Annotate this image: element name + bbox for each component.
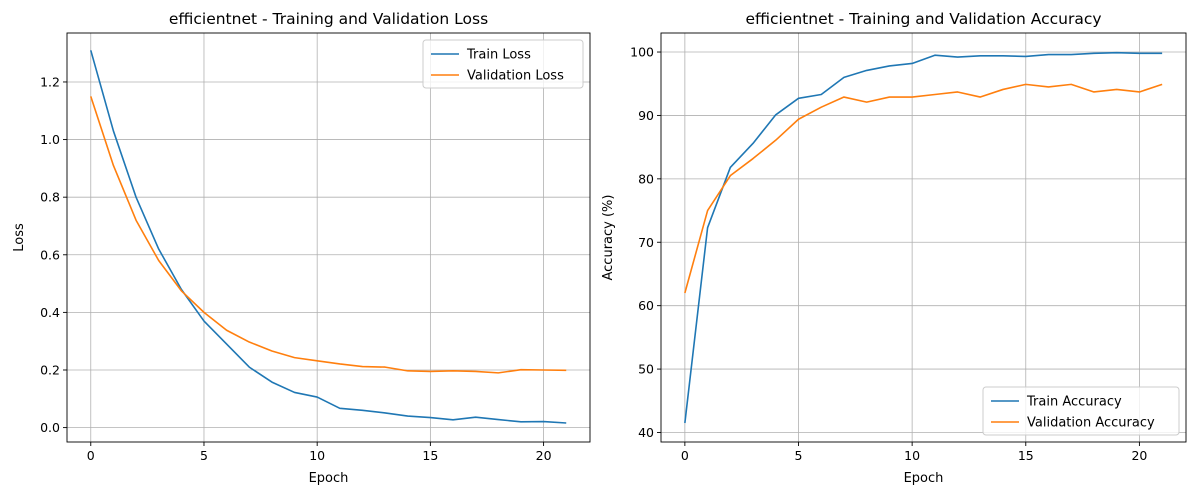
x-tick-label: 5 [795, 448, 803, 463]
plot-frame [66, 32, 591, 443]
legend-label: Validation Accuracy [1027, 416, 1155, 431]
series-line-train-loss [89, 50, 567, 424]
chart-title: efficientnet - Training and Validation L… [169, 10, 488, 28]
x-tick-label: 20 [536, 448, 552, 463]
y-tick-label: 60 [638, 298, 654, 313]
x-tick-label: 5 [200, 448, 208, 463]
chart-title: efficientnet - Training and Validation A… [745, 10, 1101, 28]
y-tick-label: 50 [638, 362, 654, 377]
x-axis-label: Epoch [904, 471, 944, 486]
loss-chart: 0 5 10 15 20 0.0 0.2 0.4 0.6 0.8 1.0 1.2 efficientne… [12, 10, 591, 486]
y-tick-label: 0.2 [40, 362, 60, 377]
x-tick-label: 10 [904, 448, 920, 463]
y-tick-label: 1.0 [40, 132, 60, 147]
y-tick-label: 0.4 [40, 305, 60, 320]
series-line-validation-loss [90, 96, 567, 374]
y-tick-label: 1.2 [40, 74, 60, 89]
series-line-train-accuracy [684, 51, 1163, 424]
x-tick-label: 20 [1131, 448, 1147, 463]
y-tick-label: 100 [630, 45, 654, 60]
legend-label: Validation Loss [467, 69, 564, 84]
legend-label: Train Loss [466, 48, 531, 63]
legend-box [422, 39, 584, 89]
y-tick-label: 80 [638, 171, 654, 186]
x-tick-label: 15 [1018, 448, 1034, 463]
y-axis-label: Loss [12, 223, 27, 252]
plot-frame [660, 32, 1187, 443]
x-axis-label: Epoch [309, 471, 349, 486]
y-tick-label: 40 [638, 425, 654, 440]
y-tick-label: 90 [638, 108, 654, 123]
y-tick-label: 0.6 [40, 247, 60, 262]
x-tick-label: 10 [309, 448, 325, 463]
y-tick-label: 70 [638, 235, 654, 250]
y-axis-label: Accuracy (%) [601, 195, 616, 281]
legend-box [982, 386, 1180, 436]
x-tick-label: 0 [87, 448, 95, 463]
legend: Train Accuracy Validation Accuracy [982, 386, 1180, 436]
y-tick-label: 0.0 [40, 420, 60, 435]
x-tick-label: 15 [422, 448, 438, 463]
x-tick-label: 0 [681, 448, 689, 463]
accuracy-chart: 0 5 10 15 20 40 50 60 70 80 90 100 efficientnet - Tr… [601, 10, 1187, 486]
series-line-validation-accuracy [684, 83, 1163, 294]
y-tick-label: 0.8 [40, 190, 60, 205]
legend: Train Loss Validation Loss [422, 39, 584, 89]
legend-label: Train Accuracy [1026, 395, 1122, 410]
